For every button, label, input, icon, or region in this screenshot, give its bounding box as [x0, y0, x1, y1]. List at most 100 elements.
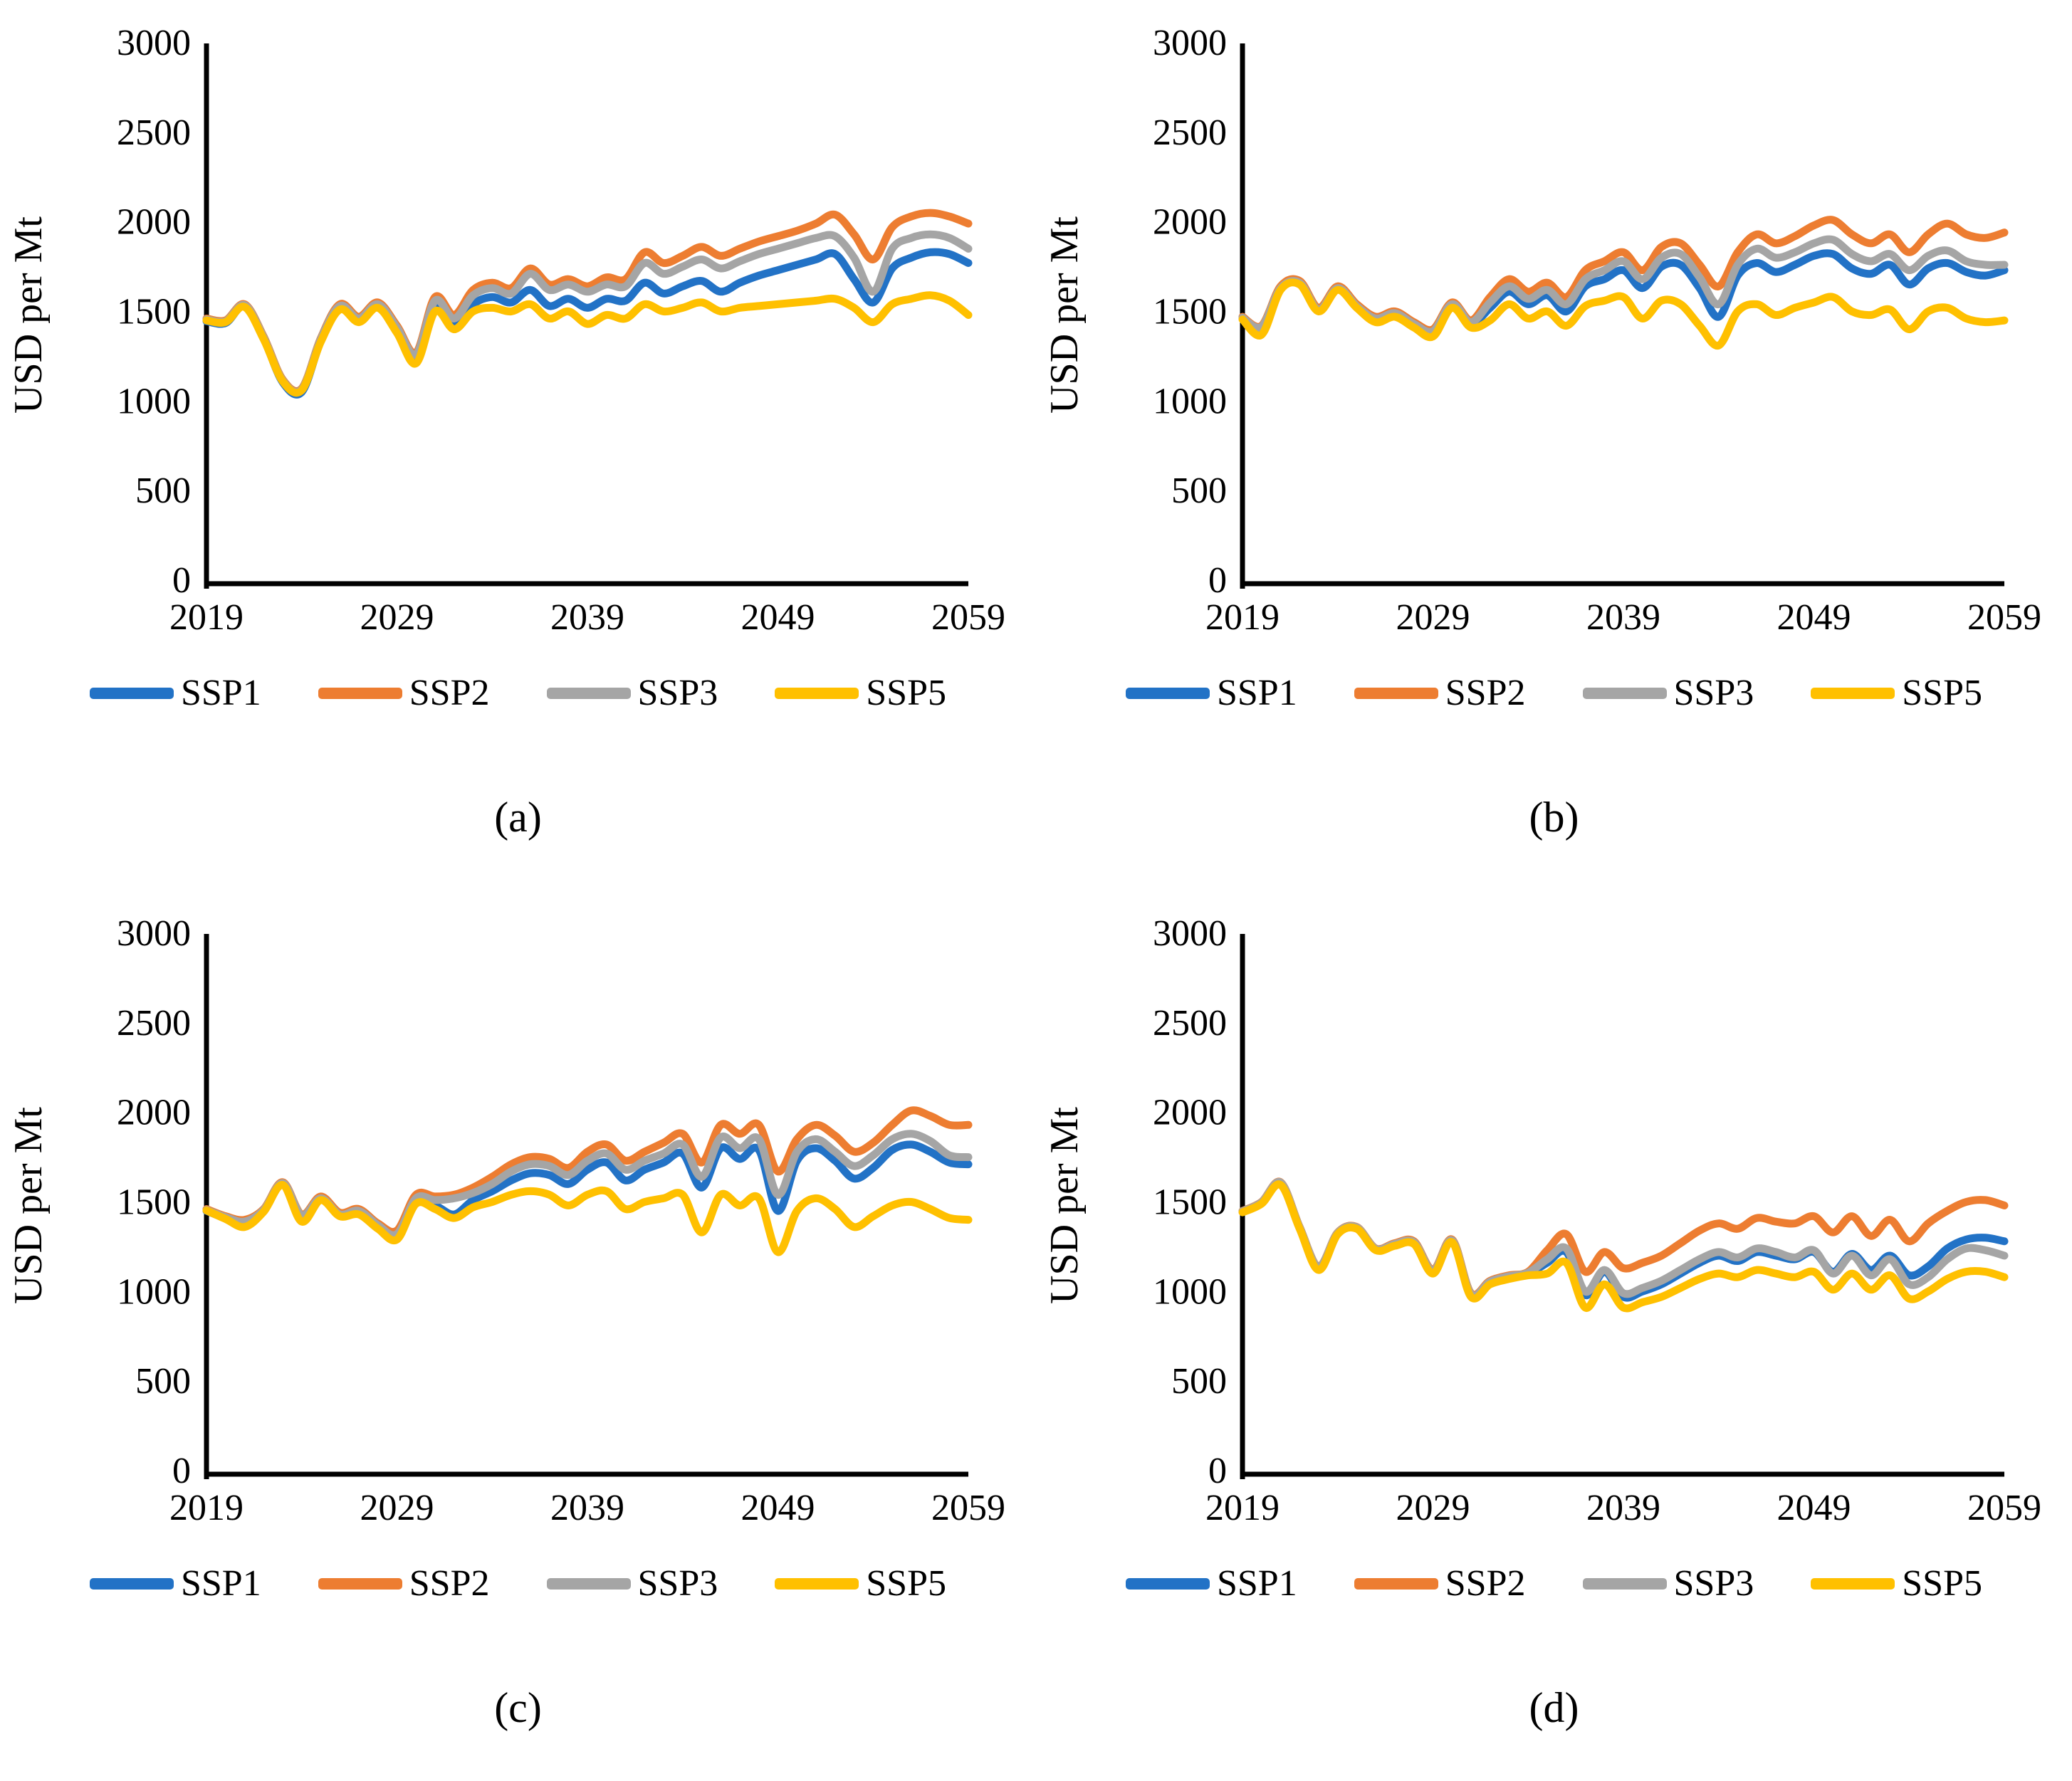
legend-swatch-ssp2 — [318, 1578, 402, 1590]
legend-label: SSP5 — [866, 673, 947, 713]
legend-swatch-ssp5 — [775, 1578, 859, 1590]
legend-swatch-ssp2 — [318, 688, 402, 699]
x-tick-label: 2029 — [360, 597, 434, 638]
x-tick-label: 2029 — [1396, 1488, 1470, 1528]
legend-item-ssp1: SSP1 — [89, 1563, 261, 1604]
line-ssp5 — [1238, 1180, 2009, 1313]
x-tick-label: 2019 — [169, 1488, 244, 1528]
y-tick-label: 1000 — [117, 381, 191, 421]
x-tick-label: 2039 — [550, 1488, 624, 1528]
legend-item-ssp1: SSP1 — [89, 673, 261, 713]
legend-item-ssp1: SSP1 — [1125, 675, 1297, 712]
legend-item-ssp3: SSP3 — [546, 673, 718, 713]
legend-item-ssp5: SSP5 — [1811, 675, 1982, 712]
y-tick-label: 0 — [172, 560, 191, 601]
legend-label: SSP2 — [1445, 1563, 1526, 1604]
legend-item-ssp2: SSP2 — [318, 675, 490, 712]
legend-label: SSP5 — [1902, 1563, 1983, 1604]
line-ssp5 — [202, 291, 973, 397]
x-axis-line — [204, 581, 968, 587]
x-tick-label: 2039 — [1586, 597, 1660, 638]
y-tick-label: 2000 — [117, 202, 191, 243]
y-tick-label: 500 — [135, 1361, 191, 1402]
chart-b: USD per Mt 0 500 1000 1500 2000 2500 3000 2019 20… — [1042, 23, 2041, 638]
chart-d: USD per Mt 0 500 1000 1500 2000 2500 3000 2019 20… — [1042, 913, 2041, 1528]
y-tick-label: 2500 — [117, 1003, 191, 1044]
x-tick-label: 2029 — [360, 1488, 434, 1528]
panel-letter-d: (d) — [1529, 1684, 1579, 1731]
legend-swatch-ssp3 — [546, 1578, 631, 1590]
x-tick-label: 2019 — [1205, 1488, 1280, 1528]
legend-swatch-ssp1 — [1125, 688, 1210, 699]
y-axis-line — [1240, 934, 1245, 1479]
legend-item-ssp3: SSP3 — [546, 1563, 718, 1604]
legend-swatch-ssp5 — [1811, 1578, 1895, 1590]
legend-label: SSP3 — [637, 1563, 718, 1604]
panel-letter-a: (a) — [494, 794, 542, 841]
y-axis-title: USD per Mt — [1042, 216, 1087, 414]
legend-b: SSP1 SSP2 SSP3 SSP5 — [1036, 675, 2072, 712]
line-ssp5 — [1238, 278, 2009, 350]
x-tick-label: 2029 — [1396, 597, 1470, 638]
y-tick-label: 500 — [1171, 471, 1227, 511]
y-tick-label: 1500 — [117, 291, 191, 332]
y-tick-label: 0 — [172, 1451, 191, 1491]
y-tick-label: 500 — [1171, 1361, 1227, 1402]
panel-b: USD per Mt 0 500 1000 1500 2000 2500 3000 2019 20… — [1036, 0, 2072, 890]
legend-item-ssp3: SSP3 — [1582, 673, 1754, 713]
legend-item-ssp2: SSP2 — [318, 1565, 490, 1602]
y-tick-label: 3000 — [1153, 23, 1227, 63]
line-ssp3 — [202, 230, 973, 396]
x-tick-label: 2059 — [931, 597, 1005, 638]
legend-label: SSP1 — [180, 1563, 261, 1604]
y-tick-label: 1000 — [1153, 1271, 1227, 1312]
legend-swatch-ssp3 — [1582, 688, 1667, 699]
legend-swatch-ssp3 — [1582, 1578, 1667, 1590]
panel-letter-b: (b) — [1529, 794, 1579, 841]
panel-d: USD per Mt 0 500 1000 1500 2000 2500 3000 2019 20… — [1036, 890, 2072, 1781]
y-tick-label: 0 — [1208, 1451, 1227, 1491]
legend-swatch-ssp2 — [1354, 1578, 1438, 1590]
x-tick-label: 2049 — [1777, 1488, 1851, 1528]
y-tick-label: 2500 — [1153, 112, 1227, 153]
y-tick-label: 2500 — [1153, 1003, 1227, 1044]
x-axis-line — [1240, 1471, 2004, 1477]
x-tick-label: 2039 — [550, 597, 624, 638]
y-tick-label: 1000 — [117, 1271, 191, 1312]
legend-d: SSP1 SSP2 SSP3 SSP5 — [1036, 1565, 2072, 1602]
line-ssp2 — [202, 209, 973, 395]
legend-c: SSP1 SSP2 SSP3 SSP5 — [0, 1565, 1036, 1602]
panel-c: USD per Mt 0 500 1000 1500 2000 2500 3000 2019 20… — [0, 890, 1036, 1781]
legend-item-ssp3: SSP3 — [1582, 1565, 1754, 1602]
x-axis-line — [204, 1471, 968, 1477]
legend-swatch-ssp5 — [1811, 688, 1895, 699]
y-tick-label: 2500 — [117, 112, 191, 153]
x-tick-label: 2059 — [931, 1488, 1005, 1528]
x-tick-label: 2059 — [1967, 597, 2041, 638]
x-tick-label: 2019 — [169, 597, 244, 638]
legend-swatch-ssp3 — [546, 688, 631, 699]
y-axis-title: USD per Mt — [6, 216, 51, 414]
legend-label: SSP5 — [1902, 673, 1983, 713]
legend-swatch-ssp1 — [1125, 1578, 1210, 1590]
line-ssp5 — [202, 1181, 973, 1256]
legend-item-ssp5: SSP5 — [775, 675, 946, 712]
legend-item-ssp5: SSP5 — [1811, 1565, 1982, 1602]
legend-label: SSP3 — [637, 673, 718, 713]
x-tick-label: 2019 — [1205, 597, 1280, 638]
legend-label: SSP3 — [1673, 673, 1754, 713]
legend-label: SSP1 — [180, 673, 261, 713]
y-tick-label: 1000 — [1153, 381, 1227, 421]
x-tick-label: 2039 — [1586, 1488, 1660, 1528]
legend-label: SSP2 — [409, 1563, 490, 1604]
y-tick-label: 1500 — [1153, 291, 1227, 332]
legend-item-ssp1: SSP1 — [1125, 1565, 1297, 1602]
y-axis-title: USD per Mt — [6, 1107, 51, 1304]
legend-label: SSP2 — [409, 673, 490, 713]
legend-swatch-ssp1 — [89, 1578, 174, 1590]
legend-item-ssp2: SSP2 — [1354, 1565, 1526, 1602]
y-tick-label: 500 — [135, 471, 191, 511]
x-tick-label: 2049 — [741, 1488, 815, 1528]
legend-a: SSP1 SSP2 SSP3 SSP5 — [0, 675, 1036, 712]
